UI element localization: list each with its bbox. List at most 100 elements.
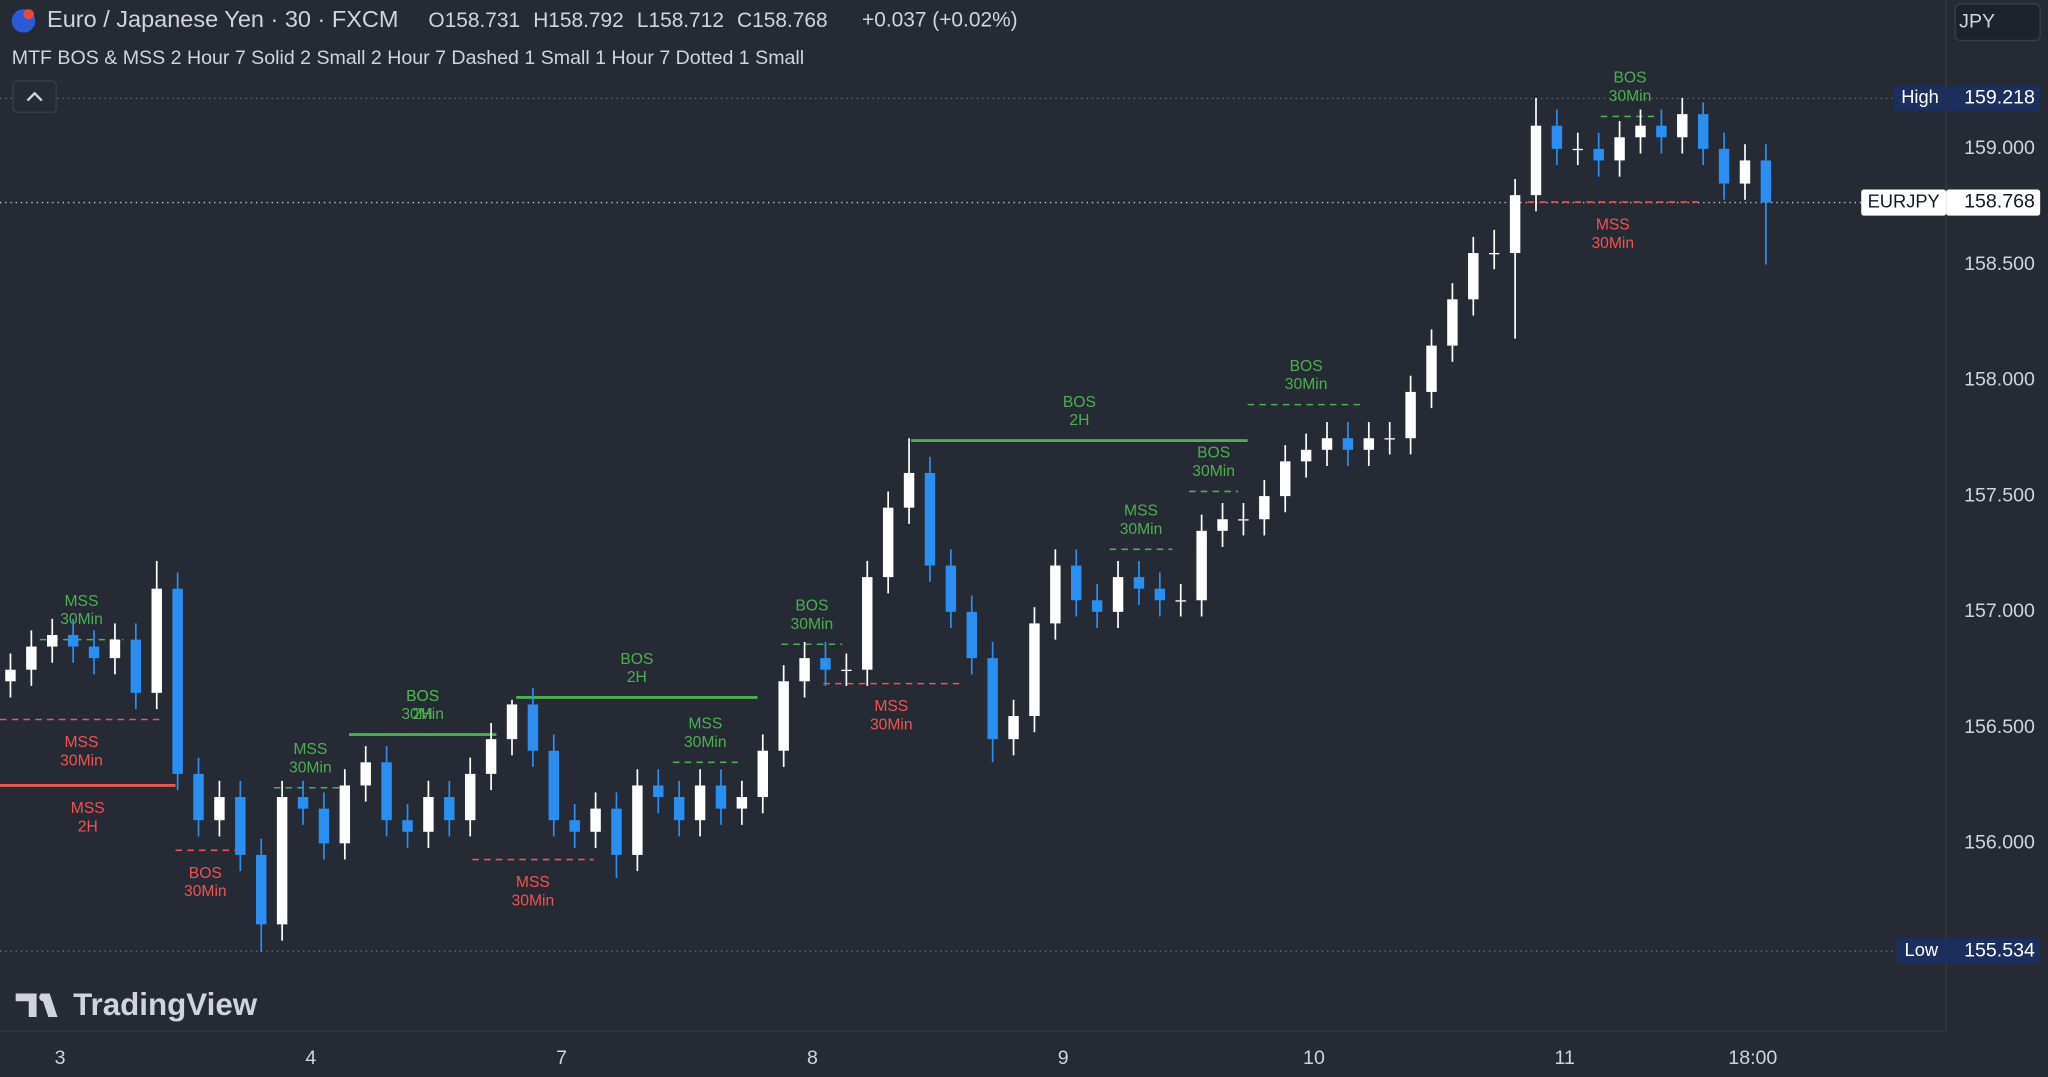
structure-label: 30Min [791, 616, 834, 633]
y-tick-label: 157.000 [1964, 600, 2035, 622]
candle-body [799, 658, 810, 682]
candle-body [5, 669, 16, 682]
ohlc-value: 158.792 [548, 8, 623, 31]
structure-label: BOS [1613, 70, 1646, 87]
candle-body [464, 773, 476, 821]
structure-label: 30Min [1285, 376, 1328, 393]
structure-label: 30Min [401, 706, 444, 723]
candle-body [945, 565, 957, 612]
candle-body [590, 808, 601, 832]
indicator-title: MTF BOS & MSS 2 Hour 7 Solid 2 Small 2 H… [12, 47, 804, 69]
candle-body [569, 820, 580, 832]
candle-body [1677, 114, 1688, 138]
candle-body [924, 472, 936, 566]
structure-label: 30Min [1120, 521, 1163, 538]
structure-label: 30Min [289, 759, 332, 776]
candle-body [1739, 160, 1751, 184]
candle-body [444, 797, 455, 821]
x-tick-label: 9 [1058, 1047, 1069, 1069]
watermark: TradingView [73, 987, 258, 1022]
structure-label: BOS [406, 688, 439, 705]
candle-body [1112, 577, 1124, 612]
candle-body [214, 797, 225, 821]
candle-body [1259, 496, 1270, 520]
candle-body [1509, 195, 1521, 254]
candle-body [276, 797, 288, 925]
last-price-label-box [1861, 189, 1947, 216]
watermark-logo [15, 993, 58, 1017]
candle-body [339, 785, 351, 844]
candle-body [611, 808, 622, 855]
candle-body [841, 669, 852, 672]
candle-body [109, 639, 121, 659]
candle-body [297, 797, 309, 809]
candle-body [1656, 125, 1667, 138]
structure-label: MSS [1596, 217, 1630, 234]
collapse-chevron[interactable] [26, 91, 43, 102]
last-price-label: EURJPY [1868, 190, 1940, 211]
structure-label: BOS [1197, 445, 1230, 462]
x-tick-label: 11 [1555, 1047, 1575, 1069]
currency-button[interactable] [1954, 3, 2041, 42]
ohlc-value: 158.712 [648, 8, 723, 31]
candle-body [1488, 253, 1500, 255]
currency-label[interactable]: JPY [1959, 10, 1995, 32]
candle-body [778, 681, 789, 751]
structure-label: 2H [1069, 412, 1089, 429]
x-tick-label: 3 [55, 1047, 66, 1069]
structure-label: MSS [1124, 503, 1158, 520]
candle-body [1718, 148, 1730, 184]
structure-label: 30Min [184, 883, 227, 900]
candle-body [1447, 299, 1458, 346]
structure-label: MSS [293, 741, 327, 758]
candle-body [485, 739, 497, 774]
candle-body [1300, 449, 1312, 462]
ohlc-value: 158.731 [445, 8, 520, 31]
ohlc-key: C [737, 8, 752, 31]
candle-body [1133, 577, 1145, 589]
candle-body [736, 797, 748, 809]
plot-layer: 156.000 156.500 157.000 157.500 158.000 158.5… [0, 70, 2035, 1069]
candle-body [1614, 137, 1625, 161]
candle-body [715, 785, 727, 809]
structure-label: 2H [413, 706, 433, 723]
y-tick-label: 159.000 [1964, 137, 2035, 159]
session-low-value-box [1946, 938, 2041, 965]
candle-body [360, 762, 371, 786]
candle-body [1760, 160, 1772, 203]
collapse-button[interactable] [12, 80, 57, 113]
candle-body [1238, 519, 1249, 521]
structure-label: BOS [406, 688, 439, 705]
candle-body [151, 588, 162, 693]
candle-body [1635, 125, 1646, 138]
candle-body [1405, 391, 1416, 439]
y-tick-label: 156.000 [1964, 832, 2035, 854]
watermark-logo-dot [39, 993, 48, 1002]
candle-body [381, 762, 392, 821]
x-tick-label: 7 [556, 1047, 567, 1069]
candle-body [1468, 253, 1479, 300]
session-high-value: 159.218 [1964, 87, 2035, 109]
ohlc-value: 158.768 [752, 8, 827, 31]
x-tick-label: 8 [807, 1047, 818, 1069]
ohlc-key: O [428, 8, 444, 31]
candle-body [506, 704, 518, 740]
candle-body [862, 577, 873, 670]
session-high-label: High [1901, 86, 1939, 107]
candle-body [67, 634, 79, 647]
structure-label: 2H [78, 818, 98, 835]
y-tick-label: 158.500 [1964, 253, 2035, 275]
candle-body [1029, 623, 1040, 717]
candle-body [1697, 114, 1709, 149]
structure-label: MSS [516, 874, 550, 891]
candle-body [318, 808, 330, 844]
x-tick-label: 4 [305, 1047, 316, 1069]
candle-body [1321, 438, 1333, 450]
candle-body [172, 588, 183, 774]
structure-label: BOS [1290, 358, 1323, 375]
candle-body [882, 507, 894, 578]
candle-body [130, 639, 142, 693]
structure-label: 30Min [60, 752, 103, 769]
candle-body [256, 854, 267, 925]
structure-label: 30Min [1192, 463, 1235, 480]
